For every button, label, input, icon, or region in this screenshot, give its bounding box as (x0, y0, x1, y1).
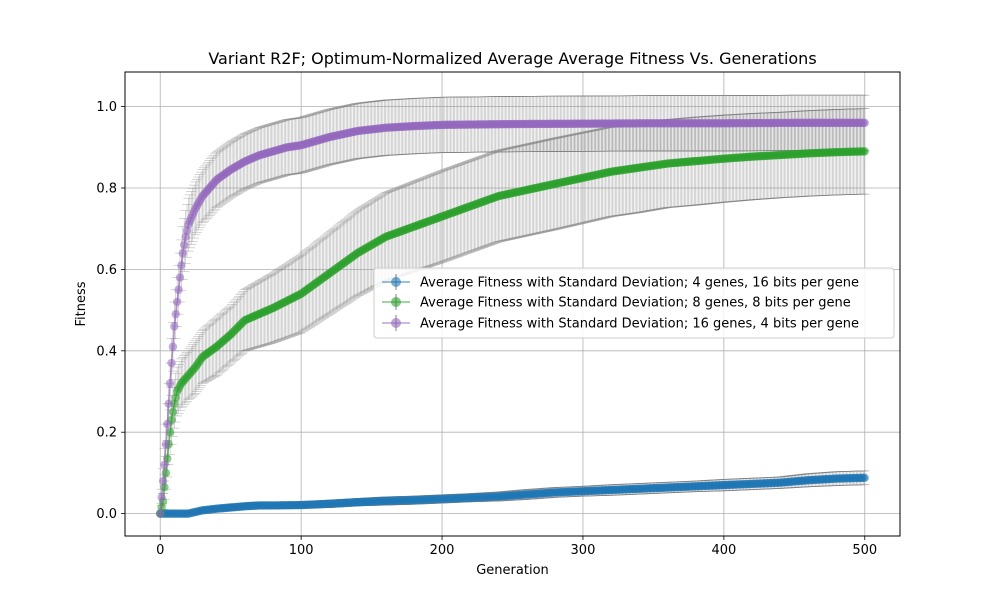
data-point-8-genes (168, 407, 178, 417)
series-layer (156, 118, 869, 518)
data-point-8-genes (165, 428, 175, 437)
data-point-4-genes (860, 473, 869, 482)
